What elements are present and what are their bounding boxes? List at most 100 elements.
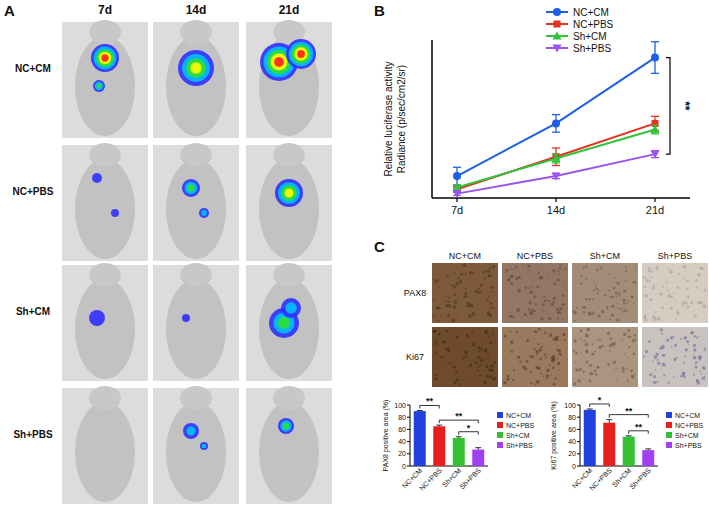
ihc-texture: [555, 377, 557, 379]
ihc-texture: [475, 289, 479, 293]
ihc-texture: [623, 302, 626, 305]
group-label: Sh+CM: [16, 306, 50, 317]
ihc-texture: [612, 342, 616, 346]
ihc-texture: [609, 318, 611, 320]
ihc-texture: [615, 369, 616, 370]
ihc-texture: [557, 270, 559, 272]
significance-label: **: [625, 406, 633, 416]
ihc-texture: [575, 368, 579, 372]
error-bar-cap: [651, 41, 659, 42]
ihc-texture: [548, 273, 550, 275]
ihc-texture: [577, 280, 578, 281]
ihc-texture: [540, 317, 543, 320]
ihc-texture: [576, 307, 578, 309]
ihc-texture: [618, 292, 621, 295]
x-tick: [555, 198, 556, 202]
ihc-texture: [695, 366, 698, 369]
mouse-body: [259, 36, 319, 136]
ihc-texture: [613, 361, 616, 364]
ihc-texture: [684, 356, 686, 358]
ihc-texture: [551, 303, 554, 306]
ihc-texture: [449, 362, 451, 364]
marker: [651, 54, 659, 62]
ihc-texture: [560, 307, 563, 310]
ihc-texture: [585, 334, 589, 338]
ihc-texture: [527, 339, 530, 342]
ihc-texture: [589, 372, 593, 376]
ihc-texture: [623, 290, 626, 293]
heat-signal: [190, 62, 201, 73]
heat-signal: [275, 179, 303, 207]
x-tick-label: Sh+PBS: [628, 467, 652, 491]
heat-signal: [89, 310, 105, 326]
heat-signal: [111, 209, 119, 217]
ihc-texture: [507, 278, 511, 282]
ihc-texture: [540, 329, 542, 331]
heat-signal: [183, 423, 199, 439]
panel-label: B: [374, 2, 385, 19]
ihc-texture: [552, 269, 556, 273]
error-bar-cap: [651, 73, 659, 74]
ihc-texture: [653, 381, 657, 385]
ihc-texture: [583, 311, 586, 314]
column-header: NC+CM: [449, 251, 481, 261]
ihc-texture: [459, 280, 463, 284]
ihc-texture: [579, 368, 582, 371]
error-bar: [606, 420, 612, 423]
ihc-texture: [652, 360, 653, 361]
ihc-texture: [694, 314, 697, 317]
ihc-texture: [468, 302, 470, 304]
ihc-texture: [585, 343, 589, 347]
heat-signal: [281, 185, 296, 200]
ihc-texture: [509, 331, 511, 333]
ihc-texture: [595, 288, 598, 291]
ihc-texture: [691, 331, 694, 334]
ihc-texture: [617, 368, 618, 369]
bar: [623, 437, 635, 466]
y-tick: [407, 453, 410, 454]
ihc-texture: [585, 298, 588, 301]
ihc-texture: [690, 332, 693, 335]
ihc-texture: [668, 382, 670, 384]
ihc-texture: [648, 340, 651, 343]
mouse-head: [89, 143, 121, 167]
day-label: 7d: [98, 3, 112, 17]
ihc-texture: [539, 348, 543, 352]
ihc-texture: [453, 285, 456, 288]
ihc-texture: [595, 283, 597, 285]
heat-signal: [278, 418, 294, 434]
y-tick: [577, 441, 580, 442]
ihc-texture: [701, 267, 703, 269]
ihc-texture: [627, 380, 629, 382]
ihc-texture: [684, 278, 686, 280]
ihc-texture: [687, 309, 688, 310]
ihc-texture: [469, 304, 473, 308]
ihc-texture: [687, 295, 690, 298]
ihc-texture: [475, 374, 476, 375]
error-bar-cap: [651, 133, 659, 134]
ihc-texture: [455, 335, 458, 338]
ihc-texture: [588, 313, 591, 316]
ihc-texture: [530, 382, 532, 384]
mouse-body: [166, 279, 226, 379]
y-tick-label: 100: [564, 402, 576, 409]
ihc-texture: [660, 328, 663, 331]
ihc-texture: [434, 360, 435, 361]
heat-signal: [92, 173, 102, 183]
ihc-texture: [599, 346, 602, 349]
ihc-texture: [648, 280, 650, 282]
legend-label: Sh+CM: [573, 31, 607, 42]
ihc-texture: [541, 346, 543, 348]
error-bar: [645, 449, 651, 450]
ihc-texture: [559, 353, 562, 356]
ihc-texture: [583, 370, 586, 373]
ihc-texture: [669, 271, 672, 274]
ihc-texture: [478, 292, 479, 293]
ihc-texture: [446, 330, 448, 332]
y-axis-label: Ki67 positive area (%): [550, 401, 558, 469]
ihc-texture: [540, 270, 541, 271]
heat-signal: [182, 54, 210, 82]
ihc-texture: [609, 337, 612, 340]
ihc-texture: [677, 286, 680, 289]
ihc-texture: [682, 305, 684, 307]
